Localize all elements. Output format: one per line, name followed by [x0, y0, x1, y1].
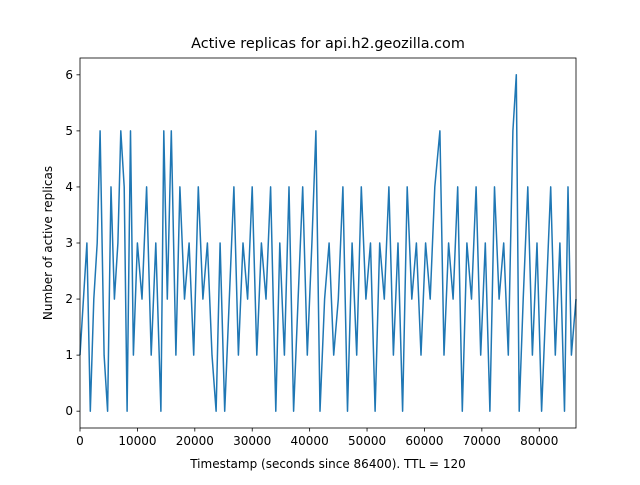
y-tick-label: 0	[65, 404, 73, 418]
x-tick-label: 20000	[176, 434, 214, 448]
y-tick-label: 3	[65, 236, 73, 250]
y-tick-label: 6	[65, 68, 73, 82]
series-layer	[79, 74, 577, 412]
x-tick-label: 50000	[348, 434, 386, 448]
x-tick-label: 30000	[233, 434, 271, 448]
y-tick-label: 2	[65, 292, 73, 306]
plot-area	[80, 58, 576, 428]
x-tick-label: 40000	[291, 434, 329, 448]
x-tick-label: 0	[76, 434, 84, 448]
x-axis-label: Timestamp (seconds since 86400). TTL = 1…	[189, 457, 466, 471]
x-tick-label: 10000	[118, 434, 156, 448]
chart-title: Active replicas for api.h2.geozilla.com	[191, 36, 465, 52]
y-tick-label: 4	[65, 180, 73, 194]
axes-layer: 0 10000 20000 30000 40000 50000 60000 70000 8000…	[65, 57, 577, 448]
y-tick-label: 5	[65, 124, 73, 138]
x-tick-label: 60000	[405, 434, 443, 448]
y-axis-label: Number of active replicas	[41, 166, 55, 320]
x-tick-label: 70000	[463, 434, 501, 448]
x-tick-label: 80000	[520, 434, 558, 448]
y-tick-label: 1	[65, 348, 73, 362]
series-line-0	[79, 74, 577, 412]
